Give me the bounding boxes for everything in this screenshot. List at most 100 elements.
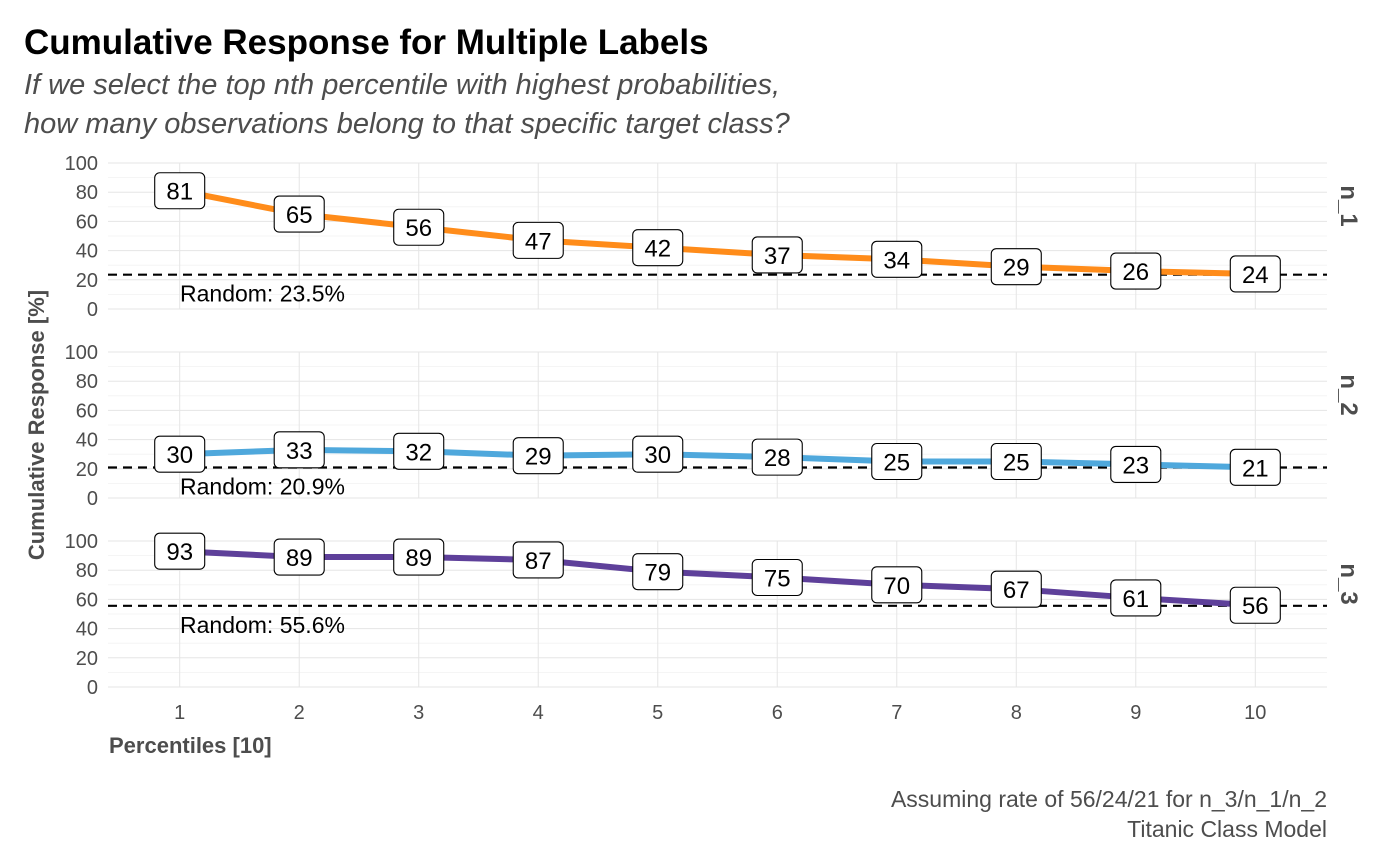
data-label-box bbox=[273, 431, 325, 469]
y-tick-label: 100 bbox=[65, 153, 98, 175]
x-tick-label: 6 bbox=[772, 702, 783, 724]
data-label-text: 89 bbox=[286, 545, 313, 572]
data-label: 23 bbox=[1110, 445, 1162, 483]
data-label: 33 bbox=[273, 431, 325, 469]
data-label: 29 bbox=[990, 248, 1042, 286]
x-tick-label: 1 bbox=[174, 702, 185, 724]
data-label-box bbox=[871, 442, 923, 481]
data-label-text: 37 bbox=[764, 243, 791, 270]
data-label-box bbox=[1110, 445, 1162, 483]
y-tick-label: 60 bbox=[76, 211, 98, 233]
y-axis-title: Cumulative Response [%] bbox=[24, 290, 49, 560]
chart-subtitle-line-1: If we select the top nth percentile with… bbox=[24, 69, 780, 101]
panel-n_2: 0 20 40 60 80 100 n_2 Random: 20.9% 30 33 32 29 30 28… bbox=[65, 342, 1362, 510]
data-label-box bbox=[632, 553, 684, 591]
data-label-box bbox=[154, 532, 206, 570]
y-tick-label: 60 bbox=[76, 400, 98, 422]
random-label: Random: 20.9% bbox=[180, 473, 345, 499]
data-label: 56 bbox=[393, 208, 445, 246]
y-tick-label: 0 bbox=[87, 299, 98, 321]
y-tick-label: 80 bbox=[76, 371, 98, 393]
data-label: 56 bbox=[1229, 586, 1281, 624]
data-label: 29 bbox=[512, 437, 564, 475]
chart-title: Cumulative Response for Multiple Labels bbox=[24, 23, 709, 62]
data-label-box bbox=[871, 566, 923, 604]
x-tick-label: 5 bbox=[652, 702, 663, 724]
x-axis-ticks: 1 2 3 4 5 6 7 8 9 10 bbox=[174, 702, 1266, 724]
strip-label-n_3: n_3 bbox=[1335, 563, 1362, 604]
data-label: 42 bbox=[632, 229, 684, 267]
data-label: 21 bbox=[1229, 448, 1281, 486]
data-label-text: 93 bbox=[166, 539, 193, 566]
data-label-text: 56 bbox=[405, 215, 432, 242]
data-label-box bbox=[512, 541, 564, 579]
y-tick-label: 40 bbox=[76, 430, 98, 452]
data-label: 30 bbox=[154, 435, 206, 473]
data-label-box bbox=[1229, 448, 1281, 486]
data-label: 37 bbox=[751, 236, 803, 274]
data-label: 89 bbox=[393, 538, 445, 576]
data-label-box bbox=[751, 236, 803, 274]
data-label: 24 bbox=[1229, 255, 1281, 293]
data-label-text: 33 bbox=[286, 438, 313, 465]
data-label-text: 25 bbox=[883, 450, 910, 477]
y-tick-label: 40 bbox=[76, 241, 98, 263]
data-label-text: 79 bbox=[644, 560, 671, 587]
y-tick-label: 0 bbox=[87, 488, 98, 510]
data-label-text: 30 bbox=[644, 442, 671, 469]
x-axis-title: Percentiles [10] bbox=[109, 733, 272, 758]
data-label-text: 21 bbox=[1242, 455, 1269, 482]
data-label-box bbox=[273, 195, 325, 233]
data-label: 32 bbox=[393, 432, 445, 470]
data-label-text: 65 bbox=[286, 202, 313, 229]
data-label-text: 75 bbox=[764, 566, 791, 593]
y-tick-label: 20 bbox=[76, 270, 98, 292]
data-label: 93 bbox=[154, 532, 206, 570]
data-label: 81 bbox=[154, 172, 206, 210]
data-label: 34 bbox=[871, 240, 923, 278]
data-label-text: 42 bbox=[644, 236, 671, 263]
data-label-box bbox=[273, 538, 325, 576]
y-tick-label: 100 bbox=[65, 531, 98, 553]
data-label: 87 bbox=[512, 541, 564, 579]
chart-subtitle-line-2: how many observations belong to that spe… bbox=[24, 108, 791, 140]
y-tick-label: 20 bbox=[76, 459, 98, 481]
data-label-box bbox=[154, 435, 206, 473]
y-tick-label: 0 bbox=[87, 677, 98, 699]
caption-line-1: Assuming rate of 56/24/21 for n_3/n_1/n_… bbox=[891, 786, 1327, 812]
data-label-box bbox=[990, 570, 1042, 608]
data-label: 67 bbox=[990, 570, 1042, 608]
data-label-box bbox=[871, 240, 923, 278]
data-label-text: 23 bbox=[1122, 452, 1149, 479]
facet-panels: 0 20 40 60 80 100 n_1 Random: 23.5% 81 65 56 47 42 37… bbox=[65, 153, 1362, 699]
data-label-box bbox=[632, 435, 684, 473]
data-label-text: 25 bbox=[1003, 450, 1030, 477]
strip-label-n_1: n_1 bbox=[1335, 185, 1362, 226]
data-label: 47 bbox=[512, 221, 564, 259]
data-label: 25 bbox=[871, 442, 923, 481]
data-label-text: 81 bbox=[166, 179, 193, 206]
data-label: 25 bbox=[990, 442, 1042, 481]
data-label-box bbox=[1110, 579, 1162, 617]
data-label: 65 bbox=[273, 195, 325, 233]
x-tick-label: 3 bbox=[413, 702, 424, 724]
y-tick-label: 100 bbox=[65, 342, 98, 364]
data-label: 61 bbox=[1110, 579, 1162, 617]
data-label-text: 26 bbox=[1122, 259, 1149, 286]
x-tick-label: 10 bbox=[1244, 702, 1266, 724]
data-label-box bbox=[512, 437, 564, 475]
random-label: Random: 23.5% bbox=[180, 281, 345, 307]
caption-line-2: Titanic Class Model bbox=[1127, 816, 1327, 842]
data-label-text: 61 bbox=[1122, 586, 1149, 613]
data-label-text: 34 bbox=[883, 247, 910, 274]
data-label-box bbox=[512, 221, 564, 259]
data-label-text: 56 bbox=[1242, 593, 1269, 620]
data-label-box bbox=[154, 172, 206, 210]
y-tick-label: 80 bbox=[76, 182, 98, 204]
data-label-text: 70 bbox=[883, 573, 910, 600]
data-label-box bbox=[1229, 255, 1281, 293]
data-label-box bbox=[751, 438, 803, 476]
data-label-box bbox=[393, 538, 445, 576]
x-tick-label: 2 bbox=[294, 702, 305, 724]
